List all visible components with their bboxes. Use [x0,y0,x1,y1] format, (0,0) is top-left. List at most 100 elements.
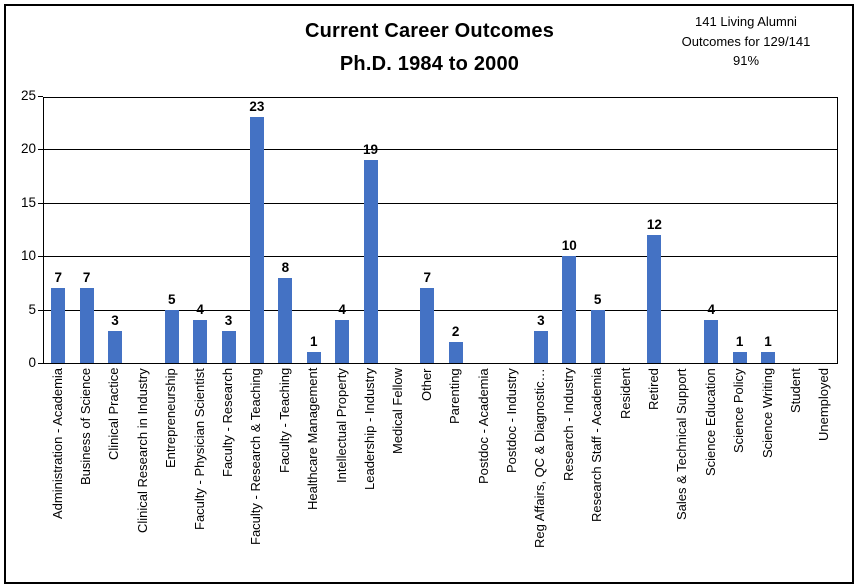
bar [79,288,94,363]
x-category-cell: Faculty - Teaching [270,368,298,576]
x-category-label: Resident [617,368,633,420]
x-category-cell: Postdoc - Academia [469,368,497,576]
x-category-cell: Reg Affairs, QC & Diagnostic… [526,368,554,576]
x-category-cell: Postdoc - Industry [497,368,525,576]
gridline [44,149,837,151]
x-category-label: Postdoc - Industry [503,368,519,473]
bar [590,309,605,363]
bar [193,320,208,363]
x-category-label: Retired [645,368,661,410]
x-category-label: Entrepreneurship [163,368,179,468]
bar [761,352,776,363]
bar [51,288,66,363]
bar-value-label: 4 [196,302,204,318]
x-category-label: Healthcare Management [305,368,321,511]
chart-title-line2: Ph.D. 1984 to 2000 [339,53,520,75]
y-tick-label: 5 [28,301,36,317]
x-category-cell: Intellectual Property [327,368,355,576]
bar [249,117,264,363]
x-category-label: Clinical Practice [106,368,122,461]
x-category-label: Faculty - Research [220,368,236,478]
bar-value-label: 12 [646,216,662,232]
x-category-label: Other [418,368,434,401]
y-axis: 0 5 10 15 20 25 [0,0,43,588]
annotation-line-2: Outcomes for 129/141 [681,33,811,49]
y-tick-mark [38,256,43,258]
x-category-cell: Science Policy [724,368,752,576]
bar-value-label: 5 [593,291,602,307]
x-category-label: Unemployed [816,368,832,441]
bar-value-label: 7 [82,270,91,286]
bar-value-label: 7 [54,270,62,286]
x-category-cell: Retired [639,368,667,576]
y-tick-mark [38,149,43,151]
x-category-label: Postdoc - Academia [475,368,491,484]
bar-value-label: 1 [764,334,772,350]
bar [732,352,747,363]
x-category-label: Sales & Technical Support [674,368,690,520]
bar [562,256,577,363]
bar [335,320,350,363]
bar-value-label: 10 [561,238,577,254]
x-category-cell: Student [781,368,809,576]
bar-value-label: 1 [309,334,318,350]
x-category-label: Medical Fellow [390,368,406,454]
x-category-label: Faculty - Physician Scientist [191,368,207,530]
x-category-label: Administration - Academia [49,368,65,520]
y-tick-label: 10 [20,248,36,264]
x-category-label: Business of Science [78,368,94,486]
x-category-label: Science Policy [731,368,747,453]
gridline [44,202,837,204]
x-category-cell: Healthcare Management [299,368,327,576]
bar-value-label: 4 [338,302,346,318]
x-category-label: Intellectual Property [333,368,349,483]
alumni-annotation: 141 Living Alumni Outcomes for 129/141 9… [646,12,846,71]
bar [221,330,236,363]
plot-area: 7 7 3 5 4 3 23 8 1 4 19 7 2 3 10 5 12 4 1 1 [43,97,838,364]
bar-value-label: 7 [423,270,432,286]
x-category-label: Leadership - Industry [362,368,377,491]
bar [448,341,463,363]
bar-value-label: 5 [168,291,176,307]
x-category-cell: Entrepreneurship [157,368,185,576]
x-category-cell: Science Education [696,368,724,576]
bar [704,320,719,363]
x-category-cell: Faculty - Research [213,368,241,576]
chart-title: Current Career Outcomes Ph.D. 1984 to 20… [0,15,859,81]
x-category-cell: Unemployed [810,368,838,576]
x-category-label: Faculty - Research & Teaching [248,368,264,545]
y-tick-mark [38,363,43,364]
bar [420,288,435,363]
x-category-label: Student [787,368,803,413]
y-tick-mark [38,96,43,97]
bar-value-label: 3 [537,312,545,328]
x-category-cell: Research - Industry [554,368,582,576]
gridline [44,309,837,311]
bar-value-label: 4 [707,302,715,318]
x-category-label: Reg Affairs, QC & Diagnostic… [532,368,548,548]
bar-value-label: 23 [249,99,265,115]
x-category-label: Faculty - Teaching [276,368,292,474]
x-category-label: Clinical Research in Industry [134,368,150,533]
bar-value-label: 8 [281,259,290,275]
x-category-label: Science Writing [759,368,775,459]
gridline [44,256,837,258]
bar-value-label: 3 [224,312,233,328]
x-category-cell: Medical Fellow [384,368,412,576]
x-category-cell: Resident [611,368,639,576]
bar [107,330,122,363]
x-category-cell: Business of Science [71,368,99,576]
x-category-cell: Clinical Research in Industry [128,368,156,576]
bar-value-label: 1 [735,334,744,350]
x-category-label: Parenting [447,368,463,424]
bar [278,277,293,363]
x-category-label: Science Education [702,368,718,476]
x-category-cell: Science Writing [753,368,781,576]
y-tick-label: 20 [20,141,36,157]
bar-value-label: 3 [111,312,119,328]
bar [363,160,378,363]
bar-value-label: 2 [451,323,460,339]
x-category-cell: Sales & Technical Support [668,368,696,576]
x-category-label: Research - Industry [560,368,576,482]
x-category-cell: Leadership - Industry [355,368,383,576]
